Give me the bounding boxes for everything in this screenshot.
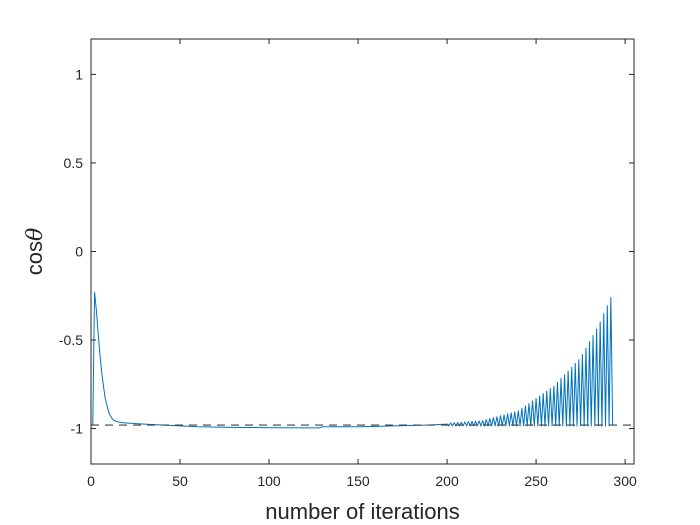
series-layer [92,291,614,429]
y-axis-label-prefix: cos [22,241,47,275]
x-tick-label: 100 [257,473,281,489]
y-tick-label: 1 [75,66,83,82]
x-tick-label: 300 [613,473,637,489]
y-tick-label: -1 [71,421,84,437]
y-axis-label-symbol: θ [23,228,48,241]
y-tick-label: -0.5 [59,332,83,348]
x-ticks: 0 50 100 150 200 250 300 [87,39,637,489]
y-tick-label: 0 [75,244,83,260]
plot-background [91,39,634,464]
x-tick-label: 0 [87,473,95,489]
x-tick-label: 250 [524,473,548,489]
series-line [92,291,614,429]
y-ticks: -1 -0.5 0 0.5 1 [59,66,634,437]
x-tick-label: 50 [172,473,188,489]
y-axis-label: cosθ [22,228,48,276]
x-tick-label: 150 [346,473,370,489]
x-tick-label: 200 [435,473,459,489]
x-axis-label: number of iterations [265,499,459,524]
y-tick-label: 0.5 [64,155,84,171]
